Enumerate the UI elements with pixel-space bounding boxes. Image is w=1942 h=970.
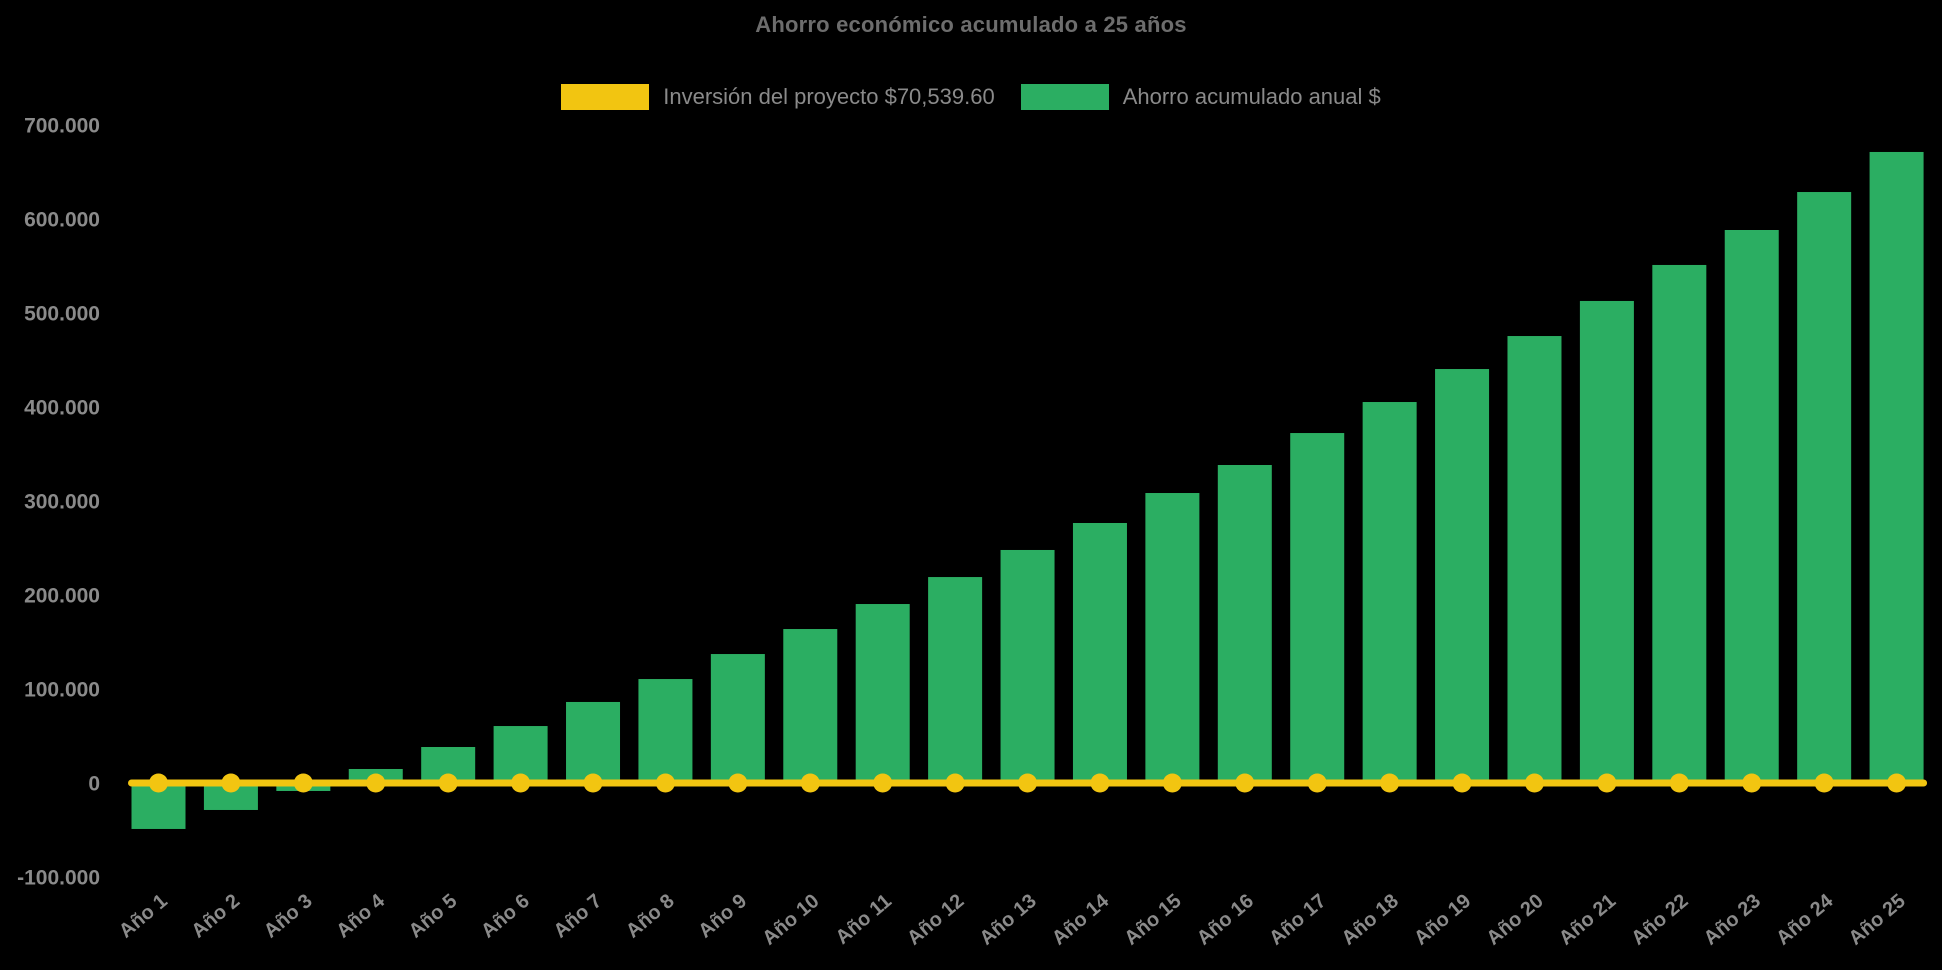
investment-point-21[interactable] [1597,773,1617,793]
bar-año-20[interactable] [1507,336,1562,783]
investment-point-18[interactable] [1380,773,1400,793]
x-tick-label: Año 18 [1338,890,1403,950]
x-tick-label: Año 24 [1772,889,1838,949]
bar-año-22[interactable] [1652,264,1707,783]
investment-point-4[interactable] [366,773,386,793]
bar-año-11[interactable] [855,604,910,783]
bar-año-13[interactable] [1000,549,1055,783]
x-tick-label: Año 12 [903,890,968,950]
investment-point-3[interactable] [293,773,313,793]
legend-item-inversion[interactable]: Inversión del proyecto $70,539.60 [561,84,995,110]
x-tick-label: Año 19 [1410,890,1475,950]
y-tick-label: 0 [88,773,100,796]
legend-item-ahorro[interactable]: Ahorro acumulado anual $ [1020,84,1381,110]
x-tick-label: Año 16 [1193,890,1258,950]
x-tick-label: Año 3 [260,890,317,943]
y-tick-label: 600.000 [24,209,100,232]
bar-año-19[interactable] [1435,369,1490,783]
investment-point-8[interactable] [655,773,675,793]
x-tick-label: Año 21 [1555,890,1620,950]
x-tick-label: Año 4 [332,889,389,942]
legend-swatch [561,84,650,110]
x-tick-label: Año 6 [477,890,534,943]
x-tick-label: Año 11 [832,890,896,949]
investment-point-19[interactable] [1452,773,1472,793]
x-tick-label: Año 13 [976,890,1041,950]
y-tick-label: 400.000 [24,397,100,420]
bar-año-15[interactable] [1145,493,1200,783]
investment-point-22[interactable] [1669,773,1689,793]
y-tick-label: 100.000 [24,679,100,702]
investment-point-24[interactable] [1814,773,1834,793]
investment-point-5[interactable] [438,773,458,793]
investment-point-2[interactable] [221,773,241,793]
bar-año-14[interactable] [1072,522,1127,783]
investment-point-7[interactable] [583,773,603,793]
investment-point-12[interactable] [945,773,965,793]
investment-point-13[interactable] [1018,773,1038,793]
bar-año-12[interactable] [928,577,983,783]
y-tick-label: -100.000 [17,867,100,890]
investment-point-15[interactable] [1162,773,1182,793]
legend-swatch [1020,84,1109,110]
investment-point-16[interactable] [1235,773,1255,793]
investment-point-10[interactable] [800,773,820,793]
y-tick-label: 200.000 [24,585,100,608]
investment-point-11[interactable] [873,773,893,793]
bar-año-17[interactable] [1290,433,1345,783]
bar-año-16[interactable] [1217,464,1272,783]
y-tick-label: 500.000 [24,303,100,326]
x-tick-label: Año 8 [622,890,679,943]
investment-point-6[interactable] [511,773,531,793]
y-tick-label: 700.000 [24,115,100,138]
x-tick-label: Año 1 [115,890,172,943]
investment-point-9[interactable] [728,773,748,793]
legend-label: Ahorro acumulado anual $ [1122,84,1381,109]
x-tick-label: Año 15 [1120,890,1185,950]
bar-año-25[interactable] [1869,151,1924,783]
bar-año-7[interactable] [566,701,621,783]
y-tick-label: 300.000 [24,491,100,514]
x-tick-label: Año 9 [694,890,751,943]
investment-point-1[interactable] [149,773,168,793]
bar-año-23[interactable] [1724,229,1779,784]
x-tick-label: Año 22 [1627,890,1692,950]
bar-año-24[interactable] [1797,192,1852,784]
x-tick-label: Año 17 [1265,890,1330,950]
x-tick-label: Año 2 [187,890,244,943]
chart-title: Ahorro económico acumulado a 25 años [755,12,1187,37]
x-tick-label: Año 23 [1700,890,1765,950]
bar-año-18[interactable] [1362,402,1417,783]
chart-legend: Inversión del proyecto $70,539.60 Ahorro … [0,84,1942,110]
x-tick-label: Año 20 [1482,890,1547,950]
x-tick-label: Año 14 [1048,889,1114,949]
bar-año-10[interactable] [783,629,838,783]
investment-point-25[interactable] [1887,773,1907,793]
legend-label: Inversión del proyecto $70,539.60 [663,84,995,109]
investment-point-14[interactable] [1090,773,1110,793]
bar-año-21[interactable] [1579,300,1634,783]
x-tick-label: Año 7 [550,890,607,943]
x-tick-label: Año 5 [405,890,462,943]
bar-año-8[interactable] [638,679,693,783]
x-tick-label: Año 25 [1845,890,1910,950]
investment-point-17[interactable] [1307,773,1327,793]
bar-año-9[interactable] [710,654,765,783]
x-tick-label: Año 10 [758,890,823,950]
investment-point-20[interactable] [1524,773,1544,793]
investment-point-23[interactable] [1742,773,1762,793]
